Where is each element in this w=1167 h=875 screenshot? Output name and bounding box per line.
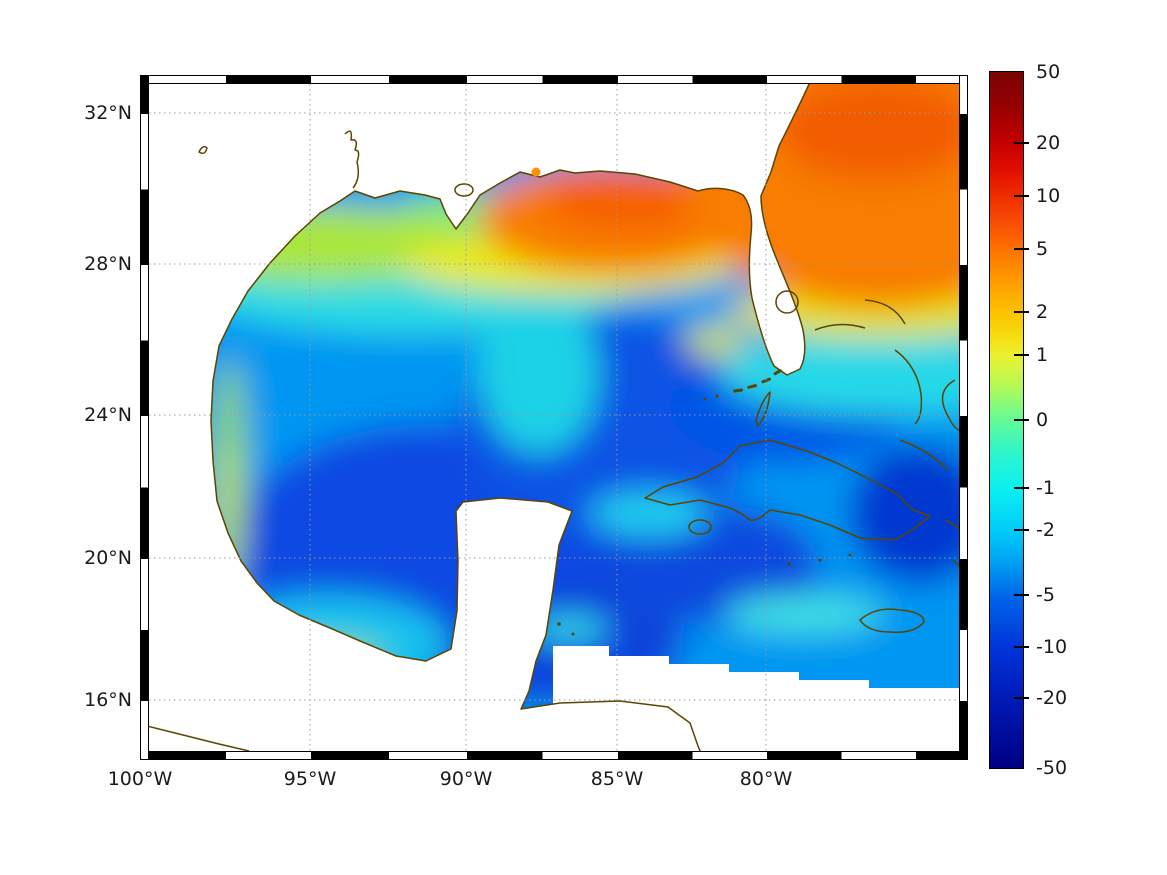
colorbar-tick [1014,593,1029,596]
map-frame-left [140,75,149,760]
land-mask [149,84,810,751]
x-tick-label: 100°W [107,768,173,790]
colorbar-tick-label: 50 [1036,61,1061,83]
y-tick-label: 16°N [84,689,132,711]
colorbar-tick-label: -2 [1036,518,1055,541]
colorbar-tick-label: -5 [1036,583,1055,606]
colorbar-tick-label: -10 [1036,635,1068,658]
colorbar-tick-label: -50 [1036,757,1068,779]
colorbar-tick-label: 20 [1036,131,1061,154]
colorbar-tick [1014,194,1029,197]
x-tick-label: 95°W [283,768,337,790]
colorbar-tick-label: 2 [1036,301,1049,324]
colorbar-tick-label: 10 [1036,184,1061,207]
colorbar-tick-label: 0 [1036,409,1049,431]
island-outlines [149,130,959,751]
map-frame-bottom [140,751,968,760]
colorbar-tick [1014,528,1029,531]
colorbar-tick [1014,311,1029,314]
y-tick-label: 32°N [84,102,132,124]
y-tick-label: 28°N [84,253,132,275]
map-frame-top [140,75,968,84]
graticule [149,84,959,751]
colorbar-tick-label: -20 [1036,686,1068,709]
colorbar-tick-label: -1 [1036,477,1055,500]
y-tick-label: 20°N [84,547,132,569]
y-tick-label: 24°N [84,404,132,426]
coastal-warm-spot [531,167,541,177]
coastline [210,84,810,751]
x-tick-label: 80°W [739,768,793,790]
x-tick-label: 90°W [439,768,493,790]
colorbar-tick [1014,487,1029,490]
colorbar-tick [1014,696,1029,699]
colorbar-tick-label: 1 [1036,344,1049,367]
x-tick-label: 85°W [590,768,644,790]
map-canvas [149,84,959,751]
colorbar-tick [1014,419,1029,421]
colorbar-tick [1014,141,1029,144]
map-frame-right [959,75,968,760]
colorbar-tick-label: 5 [1036,237,1049,260]
colorbar-tick [1014,645,1029,648]
colorbar-tick [1014,354,1029,357]
colorbar-tick [1014,247,1029,250]
